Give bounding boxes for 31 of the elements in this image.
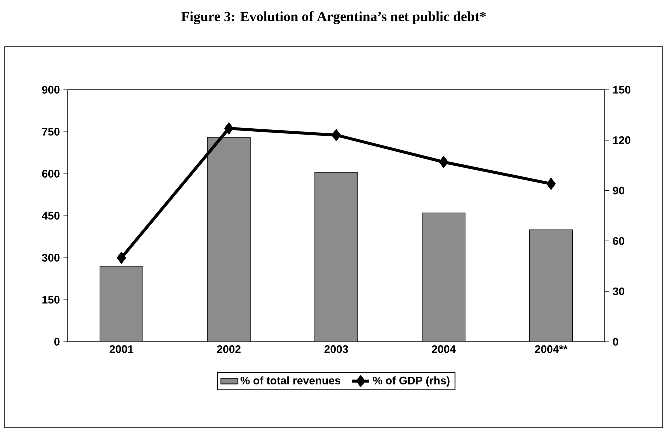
y-tick-label: 150 bbox=[42, 296, 60, 304]
y-tick-label: 750 bbox=[42, 128, 60, 136]
y-tick-label: 900 bbox=[42, 86, 60, 94]
bar bbox=[530, 230, 574, 342]
y-tick-label: 600 bbox=[42, 170, 60, 178]
x-tick-label: 2004 bbox=[432, 346, 456, 354]
point bbox=[439, 156, 449, 168]
y-tick-label: 0 bbox=[54, 338, 60, 346]
y2-tick-label: 60 bbox=[613, 237, 625, 246]
chart-title: Figure 3: Evolution of Argentina’s net public debt* bbox=[182, 12, 486, 24]
x-tick-label: 2004** bbox=[535, 346, 568, 354]
point bbox=[332, 129, 342, 142]
x-tick-label: 2003 bbox=[324, 346, 348, 354]
bar bbox=[207, 137, 251, 342]
legend-label: % of GDP (rhs) bbox=[373, 376, 450, 387]
y-tick-label: 450 bbox=[42, 212, 60, 220]
y2-tick-label: 150 bbox=[613, 86, 631, 94]
point bbox=[224, 122, 234, 135]
bar bbox=[422, 212, 466, 342]
x-tick-label: 2002 bbox=[217, 346, 241, 354]
bar bbox=[314, 172, 358, 342]
point bbox=[116, 252, 126, 264]
y2-tick-label: 0 bbox=[613, 338, 618, 346]
bar bbox=[100, 266, 144, 342]
y2-tick-label: 120 bbox=[613, 136, 631, 144]
y2-tick-label: 30 bbox=[613, 288, 625, 296]
y-tick-label: 300 bbox=[42, 254, 60, 262]
legend-label: % of total revenues bbox=[240, 376, 341, 385]
x-tick-label: 2001 bbox=[110, 346, 134, 354]
point bbox=[546, 178, 556, 190]
y2-tick-label: 90 bbox=[613, 186, 625, 195]
